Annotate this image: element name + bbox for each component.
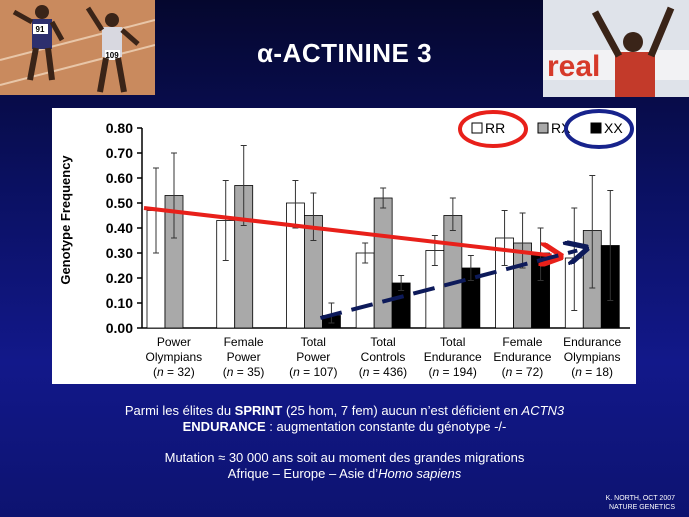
title-alpha: α: [256, 38, 274, 68]
legend-label-rr: RR: [485, 120, 505, 136]
title-text: -ACTININE 3: [273, 38, 433, 68]
caption-endurance: ENDURANCE: [182, 419, 266, 434]
x-tick-sample-size: (n = 194): [429, 365, 477, 379]
x-tick-label: Endurance: [424, 350, 482, 364]
bar-rr: [355, 252, 375, 329]
marathon-runner-photo: real: [543, 0, 689, 97]
y-tick-label: 0.20: [106, 270, 133, 286]
caption-text: Afrique – Europe – Asie d’: [227, 466, 379, 481]
caption-gene: ACTN3: [521, 403, 565, 418]
navy-trend-arrow: [319, 251, 577, 320]
legend-swatch-rr: [471, 122, 483, 134]
x-tick-label: Olympians: [564, 350, 621, 364]
legend-swatch-xx: [590, 122, 602, 134]
caption-species: Homo sapiens: [378, 466, 462, 481]
x-tick-sample-size: (n = 18): [571, 365, 613, 379]
caption-line-4: Afrique – Europe – Asie d’Homo sapiens: [0, 465, 689, 482]
y-tick-label: 0.70: [106, 145, 133, 161]
x-tick-label: Total: [370, 335, 395, 349]
x-tick-label: Total: [301, 335, 326, 349]
sprinters-photo: 91 109: [0, 0, 155, 95]
caption-text: (25 hom, 7 fem) aucun n’est déficient en: [282, 403, 522, 418]
x-tick-label: Power: [157, 335, 191, 349]
x-tick-sample-size: (n = 107): [289, 365, 337, 379]
legend-swatch-rx: [537, 122, 549, 134]
caption-line-1: Parmi les élites du SPRINT (25 hom, 7 fe…: [0, 402, 689, 419]
x-tick-sample-size: (n = 72): [502, 365, 544, 379]
y-tick-label: 0.30: [106, 245, 133, 261]
xx-highlight-circle: [564, 109, 634, 149]
x-tick-label: Endurance: [493, 350, 551, 364]
caption-sprint: SPRINT: [234, 403, 283, 418]
genotype-frequency-chart: Genotype Frequency 0.00 0.10 0.20 0.30 0.40 0…: [58, 109, 634, 379]
slide-title: α-ACTININE 3: [0, 38, 689, 69]
x-tick-label: Power: [227, 350, 261, 364]
rr-highlight-circle: [458, 110, 528, 148]
y-tick-label: 0.00: [106, 320, 133, 336]
bar-rx: [443, 215, 463, 329]
y-tick-label: 0.40: [106, 220, 133, 236]
x-tick-label: Total: [440, 335, 465, 349]
bar-rx: [373, 197, 393, 329]
y-tick-label: 0.10: [106, 295, 133, 311]
x-tick-label: Female: [224, 335, 264, 349]
chart-panel: Genotype Frequency 0.00 0.10 0.20 0.30 0.40 0…: [52, 108, 636, 384]
credit-journal: NATURE GENETICS: [609, 504, 675, 511]
caption-text: : augmentation constante du génotype -/-: [265, 419, 507, 434]
y-tick-label: 0.50: [106, 195, 133, 211]
credit: K. NORTH, OCT 2007 NATURE GENETICS: [606, 494, 675, 512]
y-tick-label: 0.60: [106, 170, 133, 186]
caption-text: Parmi les élites du: [124, 403, 235, 418]
credit-author: K. NORTH, OCT 2007: [605, 495, 675, 502]
x-tick-label: Endurance: [563, 335, 621, 349]
y-tick-label: 0.80: [106, 120, 133, 136]
x-tick-label: Female: [502, 335, 542, 349]
x-tick-sample-size: (n = 32): [153, 365, 195, 379]
x-tick-label: Controls: [361, 350, 406, 364]
bib-number: 109: [105, 51, 119, 60]
banner-text: real: [547, 50, 600, 83]
caption-line-2: ENDURANCE : augmentation constante du gé…: [0, 418, 689, 435]
x-tick-label: Power: [296, 350, 330, 364]
x-tick-label: Olympians: [146, 350, 203, 364]
x-tick-sample-size: (n = 436): [359, 365, 407, 379]
legend-label-xx: XX: [604, 120, 623, 136]
x-tick-sample-size: (n = 35): [223, 365, 265, 379]
caption-line-3: Mutation ≈ 30 000 ans soit au moment des…: [164, 450, 525, 465]
red-trend-arrow: [143, 206, 552, 256]
bib-number: 91: [36, 25, 45, 34]
y-axis-label: Genotype Frequency: [58, 155, 73, 285]
